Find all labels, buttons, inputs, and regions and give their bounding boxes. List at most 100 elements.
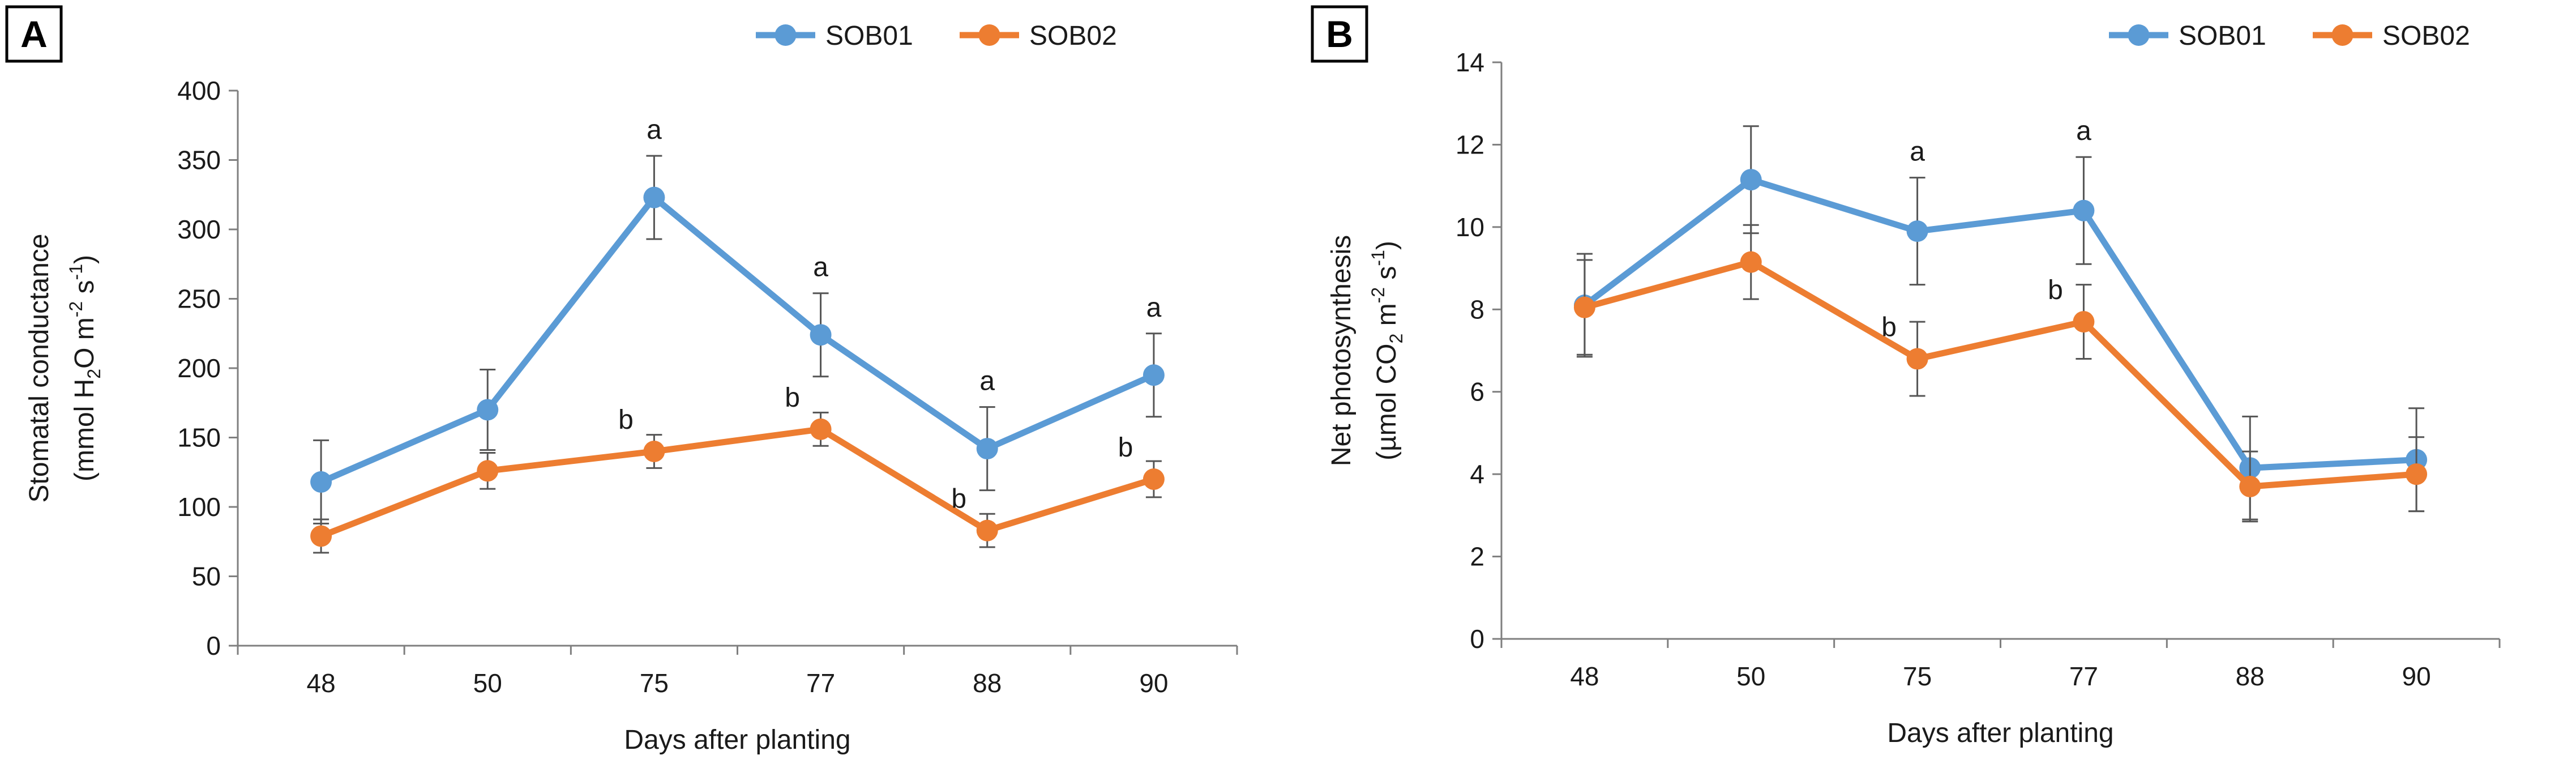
chart-panel-b: B 0 2 4 6 8 10 12 14 48 50 75 77 88 90 Days after plant… — [1311, 5, 2501, 748]
x-tick-label: 77 — [806, 668, 835, 698]
legend-label: SOB01 — [825, 21, 913, 51]
y-tick-label: 0 — [1470, 624, 1484, 654]
y-tick-label: 300 — [177, 215, 221, 244]
data-point — [976, 519, 998, 541]
data-point — [643, 441, 665, 462]
data-point — [1142, 364, 1165, 386]
legend-item-sob02: SOB02 — [2313, 21, 2470, 51]
data-point — [2239, 475, 2261, 497]
y-axis-unit-subscript: 2 — [84, 369, 104, 379]
data-point — [1906, 220, 1928, 242]
x-tick-label: 48 — [1570, 662, 1599, 691]
panel-letter-box — [5, 5, 63, 63]
significance-label: a — [2076, 116, 2091, 146]
significance-label: b — [785, 383, 800, 413]
legend-label: SOB02 — [2382, 21, 2470, 51]
x-tick-label: 48 — [306, 668, 335, 698]
y-axis-unit: (µmol CO2 m-2 s-1) — [1368, 241, 1406, 460]
x-tick-label: 88 — [2236, 662, 2265, 691]
y-axis-unit-superscript: -2 — [1368, 287, 1388, 303]
significance-label: b — [1118, 433, 1133, 463]
y-tick-label: 150 — [177, 423, 221, 453]
y-axis-unit-text: s — [70, 280, 100, 301]
significance-label: a — [1146, 293, 1162, 323]
legend-marker — [978, 24, 1000, 46]
x-tick-label: 90 — [2402, 662, 2430, 691]
data-point — [976, 438, 998, 460]
x-tick-label: 88 — [973, 668, 1002, 698]
y-tick-label: 12 — [1456, 130, 1484, 159]
y-axis-unit-text: (µmol CO — [1372, 344, 1402, 460]
series-sob01 — [1573, 125, 2428, 521]
x-tick-label: 90 — [1139, 668, 1168, 698]
y-tick-label: 4 — [1470, 459, 1484, 489]
y-tick-label: 100 — [177, 492, 221, 522]
y-axis-unit-text: s — [1372, 266, 1402, 287]
legend-marker — [774, 24, 797, 46]
y-axis-unit: (mmol H2O m-2 s-1) — [66, 255, 104, 481]
x-tick-label: 77 — [2069, 662, 2098, 691]
series-line — [1584, 259, 2417, 490]
y-tick-label: 6 — [1470, 377, 1484, 407]
y-tick-label: 50 — [192, 562, 221, 591]
y-tick-label: 10 — [1456, 212, 1484, 242]
x-tick-label: 50 — [473, 668, 502, 698]
y-axis-unit-subscript: 2 — [1386, 334, 1406, 344]
data-point — [477, 460, 499, 482]
data-point — [810, 324, 832, 346]
y-axis-unit-text: m — [1372, 303, 1402, 333]
data-point — [1740, 169, 1762, 191]
y-axis-unit-superscript: -1 — [1368, 250, 1388, 266]
y-tick-label: 14 — [1456, 48, 1484, 77]
y-tick-label: 350 — [177, 146, 221, 175]
y-axis-unit-superscript: -1 — [66, 264, 86, 280]
data-point — [643, 186, 665, 208]
y-tick-label: 8 — [1470, 295, 1484, 324]
y-tick-label: 250 — [177, 284, 221, 314]
data-point — [310, 525, 332, 547]
data-point — [810, 418, 832, 440]
significance-label: b — [618, 405, 634, 435]
significance-label: b — [2048, 275, 2063, 305]
significance-label: a — [813, 253, 828, 283]
y-axis-title: Net photosynthesis — [1326, 235, 1357, 466]
series-line — [319, 194, 1156, 485]
legend-marker — [2128, 24, 2150, 46]
y-tick-label: 400 — [177, 76, 221, 105]
data-point — [1573, 296, 1595, 318]
legend-item-sob02: SOB02 — [960, 21, 1117, 51]
panel-letter-box — [1311, 5, 1368, 63]
series-sob02 — [1573, 224, 2428, 523]
data-point — [477, 399, 499, 421]
significance-label: a — [647, 115, 662, 145]
panel-letter: B — [1326, 13, 1353, 55]
x-axis-title: Days after planting — [1887, 718, 2113, 748]
series-sob01 — [310, 155, 1165, 524]
y-axis-unit-text: O m — [70, 317, 100, 369]
y-axis-unit-text: ) — [1372, 241, 1402, 250]
panel-letter: A — [20, 13, 48, 55]
significance-label: a — [1910, 137, 1925, 167]
series-line — [320, 426, 1155, 539]
x-axis-title: Days after planting — [624, 725, 850, 755]
y-axis-unit-text: (mmol H — [70, 379, 100, 481]
data-point — [310, 471, 332, 493]
data-point — [2073, 199, 2095, 221]
legend-label: SOB02 — [1029, 21, 1117, 51]
legend-item-sob01: SOB01 — [756, 21, 913, 51]
legend-marker — [2331, 24, 2354, 46]
data-point — [1740, 251, 1762, 273]
data-point — [1906, 348, 1928, 370]
data-point — [2406, 463, 2428, 485]
series-line — [1582, 176, 2417, 471]
data-point — [1142, 468, 1165, 490]
y-axis-title: Stomatal conductance — [24, 234, 54, 503]
data-point — [2073, 311, 2095, 333]
significance-label: b — [951, 484, 966, 514]
series-sob02 — [310, 411, 1165, 554]
legend-item-sob01: SOB01 — [2109, 21, 2266, 51]
y-axis-unit-text: ) — [70, 255, 100, 264]
significance-label: b — [1881, 313, 1897, 343]
y-tick-label: 2 — [1470, 542, 1484, 571]
